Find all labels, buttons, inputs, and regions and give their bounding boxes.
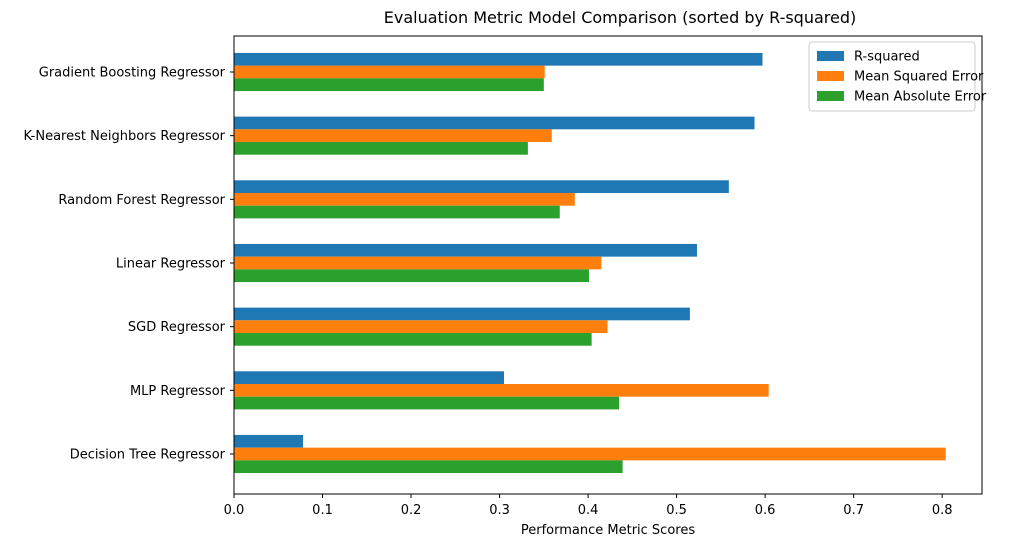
bar-mean-absolute-error-4 (234, 333, 592, 346)
x-tick-label: 0.1 (312, 503, 333, 518)
legend-frame (808, 41, 976, 112)
bar-mean-absolute-error-2 (234, 205, 560, 219)
plot-frame (233, 35, 983, 495)
x-tick-label: 0.4 (578, 503, 599, 518)
bar-mean-absolute-error-3 (234, 269, 589, 283)
chart-title: Evaluation Metric Model Comparison (sort… (384, 8, 857, 27)
legend-swatch (817, 51, 844, 61)
bar-mean-absolute-error-1 (234, 142, 528, 155)
legend-swatch (817, 91, 844, 101)
legend-label: Mean Squared Error (854, 70, 984, 85)
bar-mean-squared-error-4 (234, 320, 608, 334)
bars-layer (234, 52, 946, 474)
x-tick-label: 0.6 (755, 503, 776, 518)
bar-mean-squared-error-1 (234, 129, 552, 143)
legend-label: Mean Absolute Error (854, 90, 987, 105)
bar-r-squared-1 (234, 116, 755, 130)
bar-r-squared-2 (234, 180, 729, 193)
x-axis-label: Performance Metric Scores (521, 523, 695, 538)
legend: R-squared Mean Squared Error Mean Absolute… (808, 41, 987, 112)
x-tick-label: 0.7 (843, 503, 864, 518)
bar-r-squared-4 (234, 307, 690, 321)
x-tick-label: 0.0 (224, 503, 245, 518)
bar-mean-absolute-error-5 (234, 396, 620, 410)
legend-swatch (817, 71, 844, 81)
x-tick-label: 0.8 (932, 503, 953, 518)
y-tick-label: K-Nearest Neighbors Regressor (24, 129, 226, 144)
y-axis: Gradient Boosting Regressor K-Nearest Nei… (24, 66, 234, 463)
x-tick-label: 0.5 (666, 503, 687, 518)
bar-mean-absolute-error-0 (234, 78, 544, 92)
x-axis: 0.0 0.1 0.2 0.3 0.4 0.5 0.6 0.7 0.8 (224, 494, 953, 518)
x-tick-label: 0.2 (401, 503, 422, 518)
bar-mean-squared-error-0 (234, 65, 545, 79)
bar-r-squared-5 (234, 371, 504, 384)
legend-label: R-squared (854, 50, 920, 65)
y-tick-label: Decision Tree Regressor (70, 448, 226, 463)
bar-mean-absolute-error-6 (234, 460, 623, 474)
bar-r-squared-0 (234, 52, 763, 66)
x-tick-label: 0.3 (489, 503, 510, 518)
bar-r-squared-3 (234, 243, 697, 257)
bar-r-squared-6 (234, 434, 304, 448)
bar-mean-squared-error-2 (234, 192, 575, 206)
y-tick-label: Random Forest Regressor (58, 193, 225, 208)
y-tick-label: SGD Regressor (128, 320, 226, 335)
y-tick-label: MLP Regressor (130, 384, 226, 399)
bar-mean-squared-error-6 (234, 447, 946, 461)
bar-mean-squared-error-5 (234, 383, 769, 397)
y-tick-label: Gradient Boosting Regressor (39, 66, 226, 81)
bar-mean-squared-error-3 (234, 256, 602, 270)
y-tick-label: Linear Regressor (116, 257, 226, 272)
